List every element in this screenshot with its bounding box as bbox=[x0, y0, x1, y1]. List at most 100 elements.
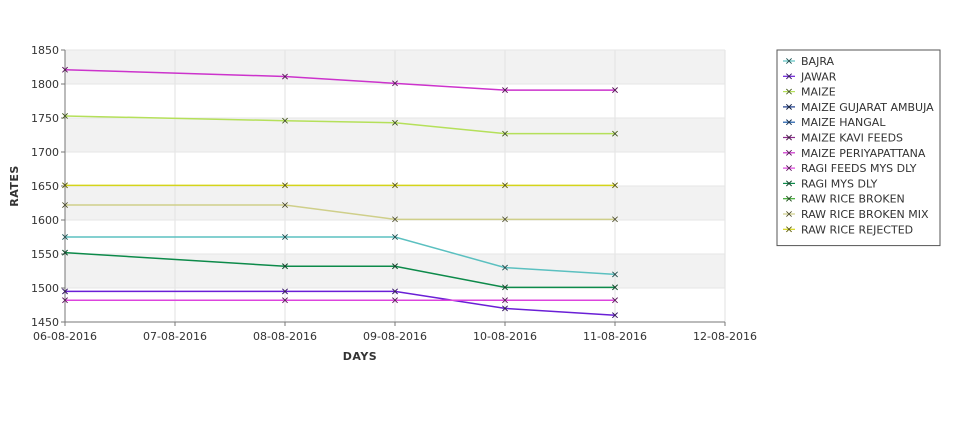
data-point bbox=[62, 249, 68, 256]
data-point bbox=[502, 87, 508, 94]
data-point bbox=[62, 202, 68, 208]
legend-marker bbox=[786, 226, 792, 233]
legend-item: MAIZE HANGAL bbox=[783, 116, 886, 129]
legend-label: RAGI FEEDS MYS DLY bbox=[801, 162, 917, 175]
data-point bbox=[612, 312, 618, 319]
y-tick-label: 1450 bbox=[31, 316, 59, 329]
legend-marker bbox=[786, 165, 792, 172]
plot-axes: 1450 1500 1550 1600 1650 1700 1750 1800 1850 06-0… bbox=[31, 44, 757, 343]
data-point bbox=[392, 288, 398, 295]
y-tick-label: 1550 bbox=[31, 248, 59, 261]
data-point bbox=[282, 263, 288, 270]
data-point bbox=[612, 87, 618, 94]
legend-marker bbox=[786, 58, 792, 64]
legend-item: MAIZE GUJARAT AMBUJA bbox=[783, 101, 934, 114]
data-point bbox=[612, 216, 618, 223]
data-point bbox=[392, 216, 398, 223]
data-point bbox=[392, 182, 398, 189]
data-point bbox=[282, 182, 288, 189]
x-tick-label: 12-08-2016 bbox=[693, 330, 757, 343]
data-point bbox=[612, 130, 618, 137]
legend-marker bbox=[786, 119, 792, 126]
legend-marker bbox=[786, 73, 792, 80]
data-point bbox=[62, 182, 68, 189]
legend-label: RAW RICE REJECTED bbox=[801, 223, 913, 236]
data-point bbox=[612, 182, 618, 189]
data-point bbox=[282, 288, 288, 295]
legend-label: MAIZE KAVI FEEDS bbox=[801, 132, 903, 145]
legend-label: MAIZE PERIYAPATTANA bbox=[801, 147, 926, 160]
data-point bbox=[502, 305, 508, 312]
data-point bbox=[282, 297, 288, 304]
legend-marker bbox=[786, 211, 792, 217]
data-point bbox=[502, 182, 508, 189]
legend-marker bbox=[786, 103, 792, 110]
legend-item: JAWAR bbox=[783, 70, 837, 83]
data-point bbox=[62, 66, 68, 73]
y-axis-title: RATES bbox=[8, 165, 21, 207]
legend-label: BAJRA bbox=[801, 55, 835, 68]
legend-label: MAIZE GUJARAT AMBUJA bbox=[801, 101, 934, 114]
data-point bbox=[392, 80, 398, 87]
x-tick-label: 08-08-2016 bbox=[253, 330, 317, 343]
series-lines bbox=[62, 66, 618, 319]
y-tick-label: 1500 bbox=[31, 282, 59, 295]
x-axis-title: DAYS bbox=[343, 350, 377, 363]
y-tick-label: 1800 bbox=[31, 78, 59, 91]
legend-label: MAIZE HANGAL bbox=[801, 116, 886, 129]
x-tick-label: 09-08-2016 bbox=[363, 330, 427, 343]
data-point bbox=[502, 297, 508, 304]
y-tick-label: 1650 bbox=[31, 180, 59, 193]
legend-marker bbox=[786, 149, 792, 156]
legend-marker bbox=[786, 195, 792, 202]
legend-label: JAWAR bbox=[800, 70, 837, 83]
x-tick-label: 07-08-2016 bbox=[143, 330, 207, 343]
data-point bbox=[502, 284, 508, 291]
data-point bbox=[282, 202, 288, 208]
y-tick-label: 1850 bbox=[31, 44, 59, 57]
legend-box bbox=[776, 49, 941, 247]
data-point bbox=[612, 271, 618, 278]
data-point bbox=[612, 297, 618, 304]
y-tick-label: 1600 bbox=[31, 214, 59, 227]
legend-label: MAIZE bbox=[801, 86, 836, 99]
legend-marker bbox=[786, 134, 792, 141]
data-point bbox=[392, 119, 398, 126]
data-point bbox=[62, 288, 68, 295]
data-point bbox=[62, 297, 68, 304]
legend-item: MAIZE KAVI FEEDS bbox=[783, 132, 903, 145]
legend-item: RAW RICE BROKEN MIX bbox=[783, 208, 929, 221]
legend-item: RAGI FEEDS MYS DLY bbox=[783, 162, 917, 175]
data-point bbox=[392, 234, 398, 240]
y-tick-label: 1700 bbox=[31, 146, 59, 159]
legend-item: RAW RICE BROKEN bbox=[783, 193, 905, 206]
data-point bbox=[282, 117, 288, 124]
legend-marker bbox=[786, 180, 792, 187]
x-tick-label: 11-08-2016 bbox=[583, 330, 647, 343]
data-point bbox=[62, 113, 68, 119]
legend-label: RAW RICE BROKEN MIX bbox=[801, 208, 929, 221]
data-point bbox=[502, 216, 508, 223]
legend-item: RAGI MYS DLY bbox=[783, 177, 878, 190]
data-point bbox=[502, 130, 508, 137]
legend-item: BAJRA bbox=[783, 55, 835, 68]
data-point bbox=[392, 297, 398, 304]
data-point bbox=[62, 234, 68, 240]
data-point bbox=[392, 263, 398, 270]
legend: BAJRA JAWAR MAIZE MAIZE GUJARAT AMBUJA MAIZE… bbox=[776, 49, 941, 247]
data-point bbox=[282, 73, 288, 80]
data-point bbox=[502, 264, 508, 271]
data-point bbox=[282, 234, 288, 240]
x-tick-label: 10-08-2016 bbox=[473, 330, 537, 343]
legend-label: RAGI MYS DLY bbox=[801, 177, 878, 190]
data-point bbox=[612, 284, 618, 291]
x-tick-label: 06-08-2016 bbox=[33, 330, 97, 343]
legend-marker bbox=[786, 88, 792, 95]
legend-item: MAIZE bbox=[783, 86, 836, 99]
legend-label: RAW RICE BROKEN bbox=[801, 193, 905, 206]
legend-item: MAIZE PERIYAPATTANA bbox=[783, 147, 926, 160]
legend-item: RAW RICE REJECTED bbox=[783, 223, 913, 236]
y-tick-label: 1750 bbox=[31, 112, 59, 125]
